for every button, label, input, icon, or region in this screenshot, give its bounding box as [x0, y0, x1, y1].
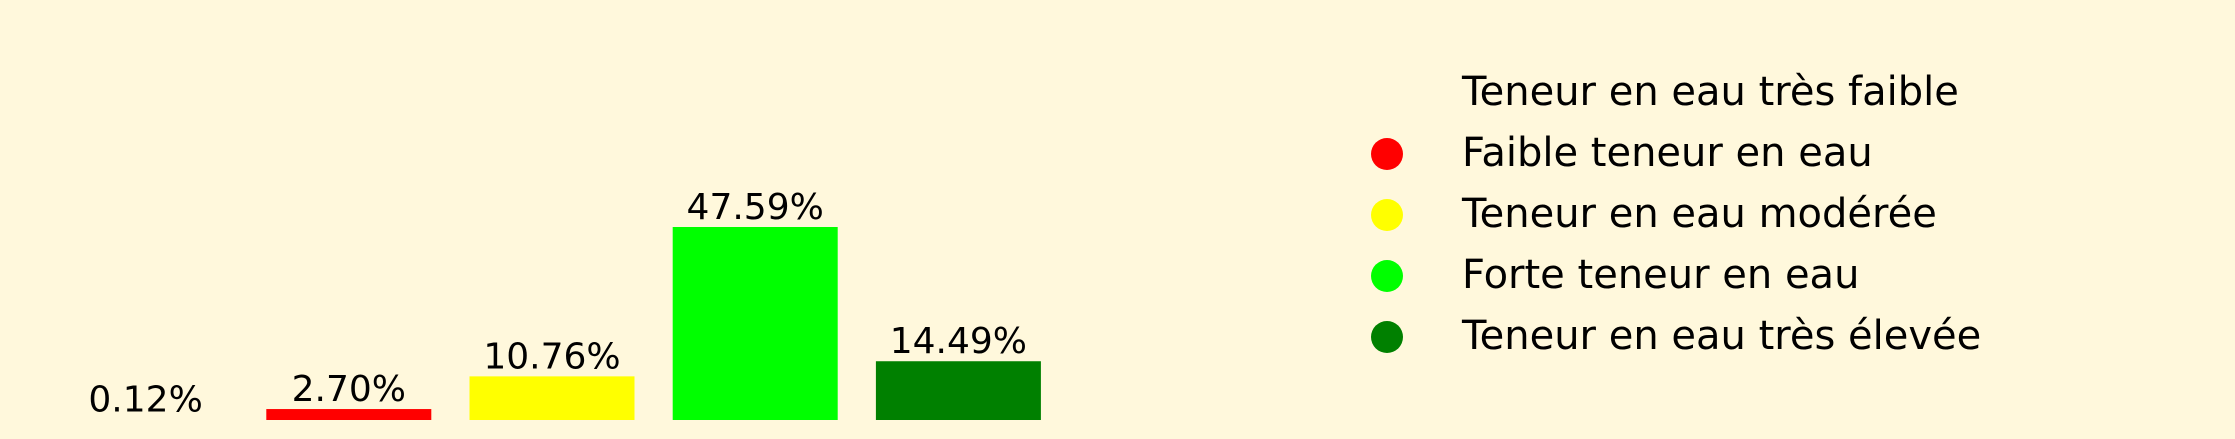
- legend-marker-2: [1371, 138, 1403, 170]
- value-label-5: 14.49%: [890, 321, 1027, 362]
- legend-label-3: Teneur en eau modérée: [1461, 191, 1937, 237]
- bar-4: [673, 227, 838, 420]
- value-label-4: 47.59%: [687, 187, 824, 228]
- bar-5: [876, 361, 1041, 420]
- legend-marker-4: [1371, 260, 1403, 292]
- bar-2: [266, 409, 431, 420]
- legend-marker-5: [1371, 321, 1403, 353]
- value-label-1: 0.12%: [88, 380, 202, 421]
- legend-label-4: Forte teneur en eau: [1462, 252, 1859, 298]
- legend-marker-1: [1371, 77, 1403, 109]
- value-label-3: 10.76%: [483, 336, 620, 377]
- legend-label-1: Teneur en eau très faible: [1461, 69, 1959, 115]
- value-label-2: 2.70%: [292, 369, 406, 410]
- bar-3: [470, 376, 635, 420]
- legend: Teneur en eau très faible Faible teneur e…: [1371, 69, 1981, 359]
- legend-marker-3: [1371, 199, 1403, 231]
- legend-label-5: Teneur en eau très élevée: [1461, 313, 1981, 359]
- legend-label-2: Faible teneur en eau: [1462, 130, 1873, 176]
